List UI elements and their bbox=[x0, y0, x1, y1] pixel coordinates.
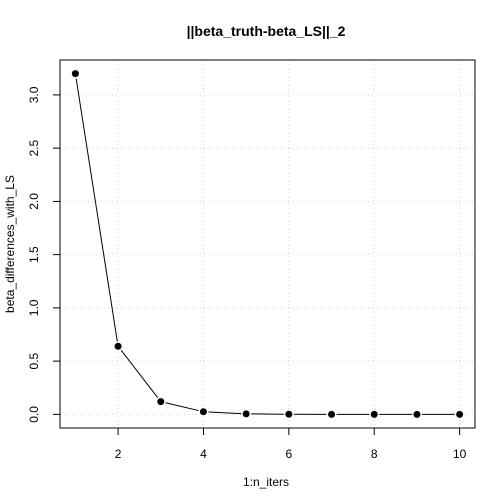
y-tick-label: 0.5 bbox=[27, 352, 41, 369]
data-point bbox=[242, 410, 250, 418]
data-point bbox=[199, 408, 207, 416]
data-point bbox=[413, 410, 421, 418]
data-point bbox=[71, 70, 79, 78]
data-point bbox=[285, 410, 293, 418]
data-point bbox=[370, 410, 378, 418]
x-tick-label: 6 bbox=[286, 447, 293, 461]
x-tick-label: 4 bbox=[200, 447, 207, 461]
y-tick-label: 3.0 bbox=[27, 86, 41, 103]
series-line-layer bbox=[75, 78, 455, 415]
y-tick-label: 0.0 bbox=[27, 406, 41, 423]
y-axis-label: beta_differences_with_LS bbox=[3, 175, 17, 313]
x-axis: 2 4 6 8 10 bbox=[115, 428, 467, 461]
y-tick-label: 1.0 bbox=[27, 299, 41, 316]
x-tick-label: 10 bbox=[453, 447, 467, 461]
series-line-segment bbox=[75, 78, 118, 342]
plot-area-frame bbox=[59, 59, 476, 429]
data-point bbox=[456, 410, 464, 418]
y-tick-label: 1.5 bbox=[27, 246, 41, 263]
x-tick-label: 8 bbox=[371, 447, 378, 461]
data-point bbox=[328, 410, 336, 418]
data-points bbox=[71, 70, 464, 418]
series-line-segment bbox=[208, 411, 242, 415]
x-axis-label: 1:n_iters bbox=[243, 475, 289, 489]
data-point bbox=[114, 342, 122, 350]
series-line-segment bbox=[165, 402, 199, 412]
y-tick-label: 2.0 bbox=[27, 193, 41, 210]
series-line-segment bbox=[120, 349, 159, 398]
grid-lines bbox=[60, 60, 475, 428]
y-tick-label: 2.5 bbox=[27, 140, 41, 157]
chart-title: ||beta_truth-beta_LS||_2 bbox=[187, 23, 346, 39]
y-axis: 0.0 0.5 1.0 1.5 2.0 2.5 3.0 bbox=[27, 86, 60, 423]
data-point bbox=[157, 398, 165, 406]
x-tick-label: 2 bbox=[115, 447, 122, 461]
